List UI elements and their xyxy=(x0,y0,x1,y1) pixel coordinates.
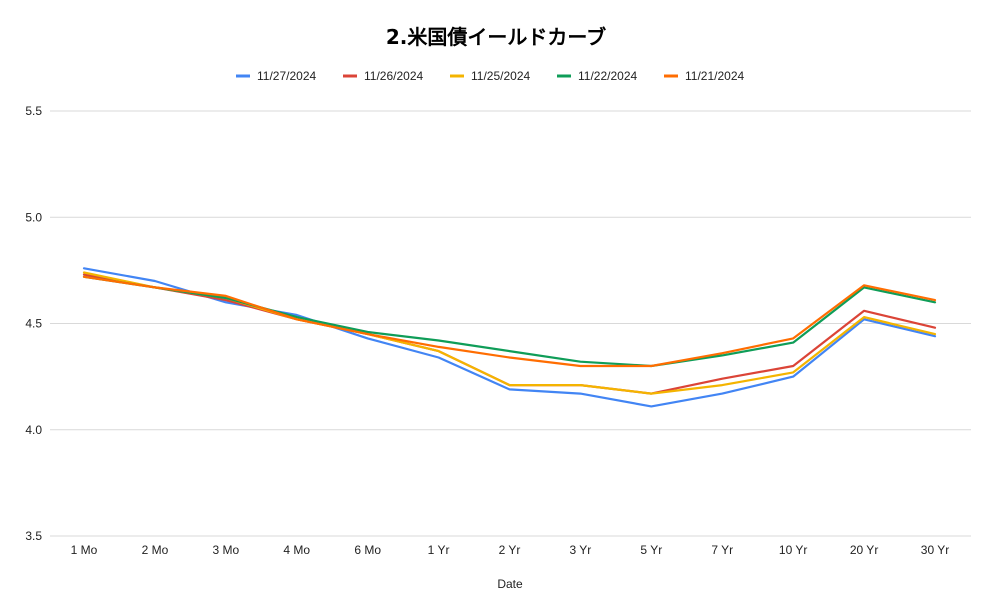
x-axis-ticks: 1 Mo 2 Mo 3 Mo 4 Mo 6 Mo 1 Yr 2 Yr 3 Yr 5 Yr 7 Yr… xyxy=(71,543,950,557)
x-tick-label: 3 Yr xyxy=(570,543,592,557)
legend-label: 11/21/2024 xyxy=(685,69,744,83)
x-tick-label: 2 Yr xyxy=(499,543,521,557)
x-tick-label: 2 Mo xyxy=(142,543,169,557)
x-tick-label: 1 Mo xyxy=(71,543,98,557)
legend-label: 11/26/2024 xyxy=(364,69,423,83)
gridlines xyxy=(50,110,971,537)
legend-label: 11/22/2024 xyxy=(578,69,637,83)
series-line-1 xyxy=(82,267,937,408)
y-tick-label: 5.0 xyxy=(25,210,42,224)
chart-title: 2.米国債イールドカーブ xyxy=(386,25,606,49)
series-line-4 xyxy=(82,275,937,368)
y-tick-label: 4.0 xyxy=(25,423,42,437)
y-tick-label: 4.5 xyxy=(25,317,42,331)
x-tick-label: 4 Mo xyxy=(283,543,310,557)
x-axis-title: Date xyxy=(497,577,523,591)
x-tick-label: 6 Mo xyxy=(354,543,381,557)
series-lines xyxy=(82,267,937,408)
x-tick-label: 7 Yr xyxy=(711,543,733,557)
x-tick-label: 30 Yr xyxy=(921,543,949,557)
y-tick-label: 5.5 xyxy=(25,104,42,118)
y-axis-ticks: 3.5 4.0 4.5 5.0 5.5 xyxy=(25,104,42,543)
x-tick-label: 1 Yr xyxy=(428,543,450,557)
legend-label: 11/27/2024 xyxy=(257,69,316,83)
x-tick-label: 5 Yr xyxy=(640,543,662,557)
legend: 11/27/2024 11/26/2024 11/25/2024 11/22/2024… xyxy=(236,69,744,83)
series-line-3 xyxy=(82,271,937,395)
x-tick-label: 3 Mo xyxy=(212,543,239,557)
series-line-2 xyxy=(82,273,937,395)
x-tick-label: 20 Yr xyxy=(850,543,878,557)
series-line-5 xyxy=(82,275,937,368)
legend-label: 11/25/2024 xyxy=(471,69,530,83)
y-tick-label: 3.5 xyxy=(25,529,42,543)
x-tick-label: 10 Yr xyxy=(779,543,807,557)
